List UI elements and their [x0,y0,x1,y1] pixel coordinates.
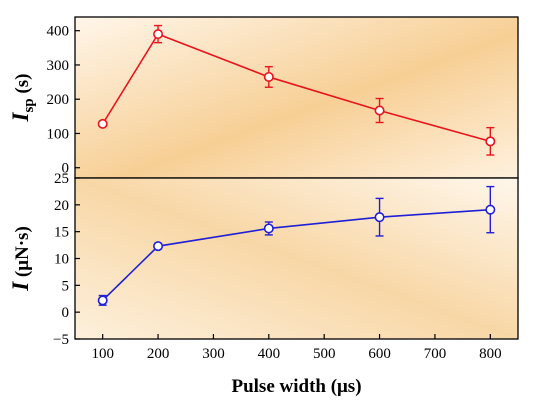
x-axis: 100 200 300 400 500 600 700 800 [91,334,502,362]
data-point-impulse [374,212,385,223]
data-point-impulse [485,204,496,215]
x-tick-label: 300 [202,346,225,362]
y-tick-label-impulse: 15 [54,225,69,241]
y-tick-label-impulse: 5 [62,278,70,294]
x-tick-label: 700 [424,346,447,362]
x-tick-label: 800 [479,346,502,362]
y-tick-label-impulse: 25 [54,171,69,187]
y-axis-label-isp-subscript: sp [21,98,37,112]
y-tick-label-isp: 400 [47,24,70,40]
panel-impulse-background [75,178,518,339]
y-tick-label-impulse: 10 [54,252,69,268]
y-tick-label-isp: 300 [47,58,70,74]
data-point-impulse [153,241,164,252]
data-point-impulse [263,223,274,234]
y-tick-label-impulse: 20 [54,198,69,214]
data-point-isp [485,136,496,147]
y-tick-label-impulse: 0 [62,305,70,321]
y-tick-label-impulse: −5 [53,332,69,348]
panel-isp-background [75,17,518,178]
data-point-isp [153,29,164,40]
y-axis-label-impulse-unit: (μN·s) [12,226,33,282]
data-point-isp [97,118,108,129]
y-tick-label-isp: 100 [47,126,70,142]
x-tick-label: 600 [368,346,391,362]
y-axis-label-isp: Isp (s) [8,74,37,123]
y-tick-label-isp: 200 [47,92,70,108]
data-point-isp [263,71,274,82]
x-axis-label: Pulse width (μs) [231,376,361,397]
y-axis-label-impulse-symbol: I [8,281,33,292]
y-axis-label-isp-symbol: I [8,111,33,122]
x-tick-label: 400 [258,346,281,362]
x-tick-label: 500 [313,346,336,362]
y-axis-label-impulse: I (μN·s) [8,226,33,292]
panel-impulse: −5 0 5 10 15 20 25 I (μN·s) [8,171,519,348]
x-tick-label: 200 [147,346,170,362]
panel-isp: 0 100 200 300 400 Isp (s) [8,16,519,179]
x-tick-label: 100 [91,346,114,362]
data-point-isp [374,105,385,116]
y-tick-label-isp: 0 [62,161,70,177]
data-point-impulse [97,295,108,306]
panel-impulse-frame [74,177,519,340]
y-axis-label-isp-unit: (s) [12,74,33,99]
